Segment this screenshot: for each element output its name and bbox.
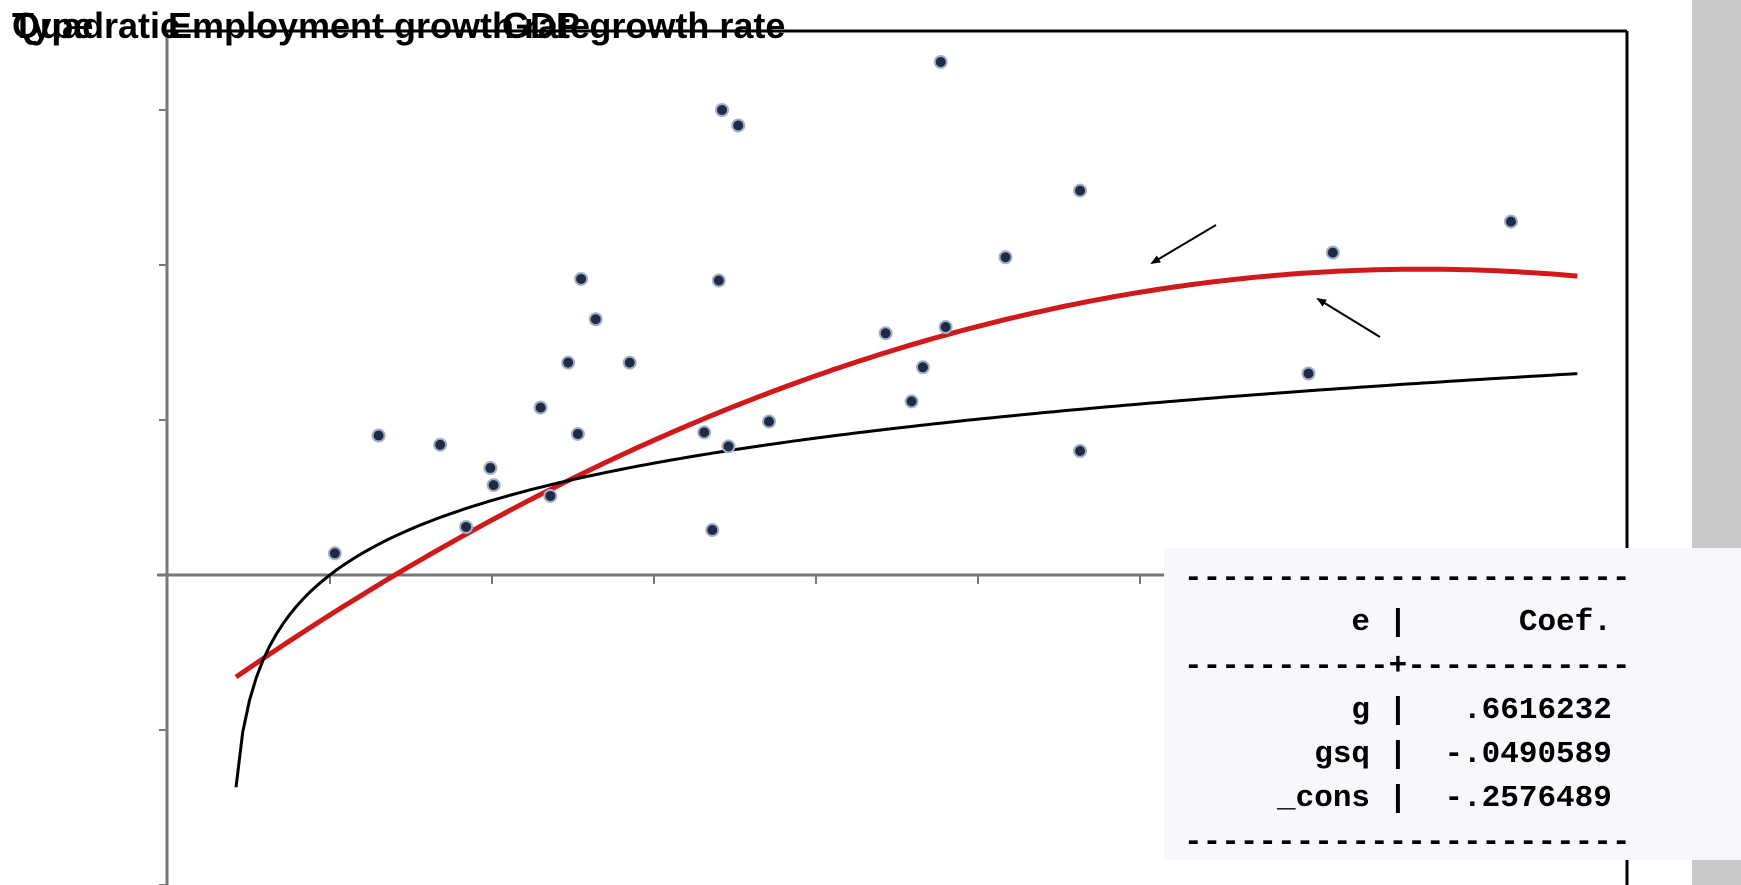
table-rule-bottom: ------------------------ (1184, 825, 1631, 860)
arrow-to-quadratic-fit (1150, 224, 1217, 265)
data-point (1325, 245, 1340, 260)
data-point (570, 426, 585, 441)
fitted-lines (234, 266, 1578, 788)
data-point (574, 271, 589, 286)
data-point (483, 461, 498, 476)
data-point (1503, 214, 1518, 229)
employment-growth-label: Employment growth rate (168, 5, 591, 46)
data-point (622, 355, 637, 370)
gdp-growth-label: GDP growth rate (502, 5, 786, 46)
table-row-g: g | .6616232 (1184, 693, 1612, 728)
data-point (371, 428, 386, 443)
data-point (533, 400, 548, 415)
data-point (1073, 183, 1088, 198)
table-row-cons: _cons | -.2576489 (1184, 781, 1612, 816)
data-point (721, 439, 736, 454)
table-row-gsq: gsq | -.0490589 (1184, 737, 1612, 772)
data-point (327, 546, 342, 561)
table-rule-top: ------------------------ (1184, 561, 1631, 596)
data-point (486, 478, 501, 493)
data-point (705, 523, 720, 538)
data-point (697, 425, 712, 440)
curve-fit-line (234, 372, 1578, 788)
data-point (933, 54, 948, 69)
data-point (762, 414, 777, 429)
scatter-points (327, 54, 1518, 561)
data-point (915, 360, 930, 375)
regression-output-table: ------------------------ e | Coef. -----… (1164, 548, 1741, 860)
arrow-to-curve-fit (1316, 297, 1381, 338)
data-point (904, 394, 919, 409)
table-header: e | Coef. (1184, 605, 1612, 640)
data-point (878, 326, 893, 341)
data-point (938, 320, 953, 334)
data-point (711, 273, 726, 288)
data-point (433, 437, 448, 452)
data-point (998, 250, 1013, 265)
quadratic-fit-line (234, 266, 1578, 680)
data-point (731, 118, 746, 133)
data-point (715, 103, 730, 117)
data-point (561, 355, 576, 370)
data-point (1073, 444, 1088, 458)
data-point (459, 519, 474, 534)
quadratic-label: Quadratic (12, 5, 181, 46)
annotation-arrows (1150, 224, 1381, 338)
data-point (1301, 366, 1316, 381)
table-rule-mid: -----------+------------ (1184, 649, 1631, 684)
data-point (543, 488, 558, 503)
data-point (588, 312, 603, 327)
type-label: Type (12, 5, 94, 46)
